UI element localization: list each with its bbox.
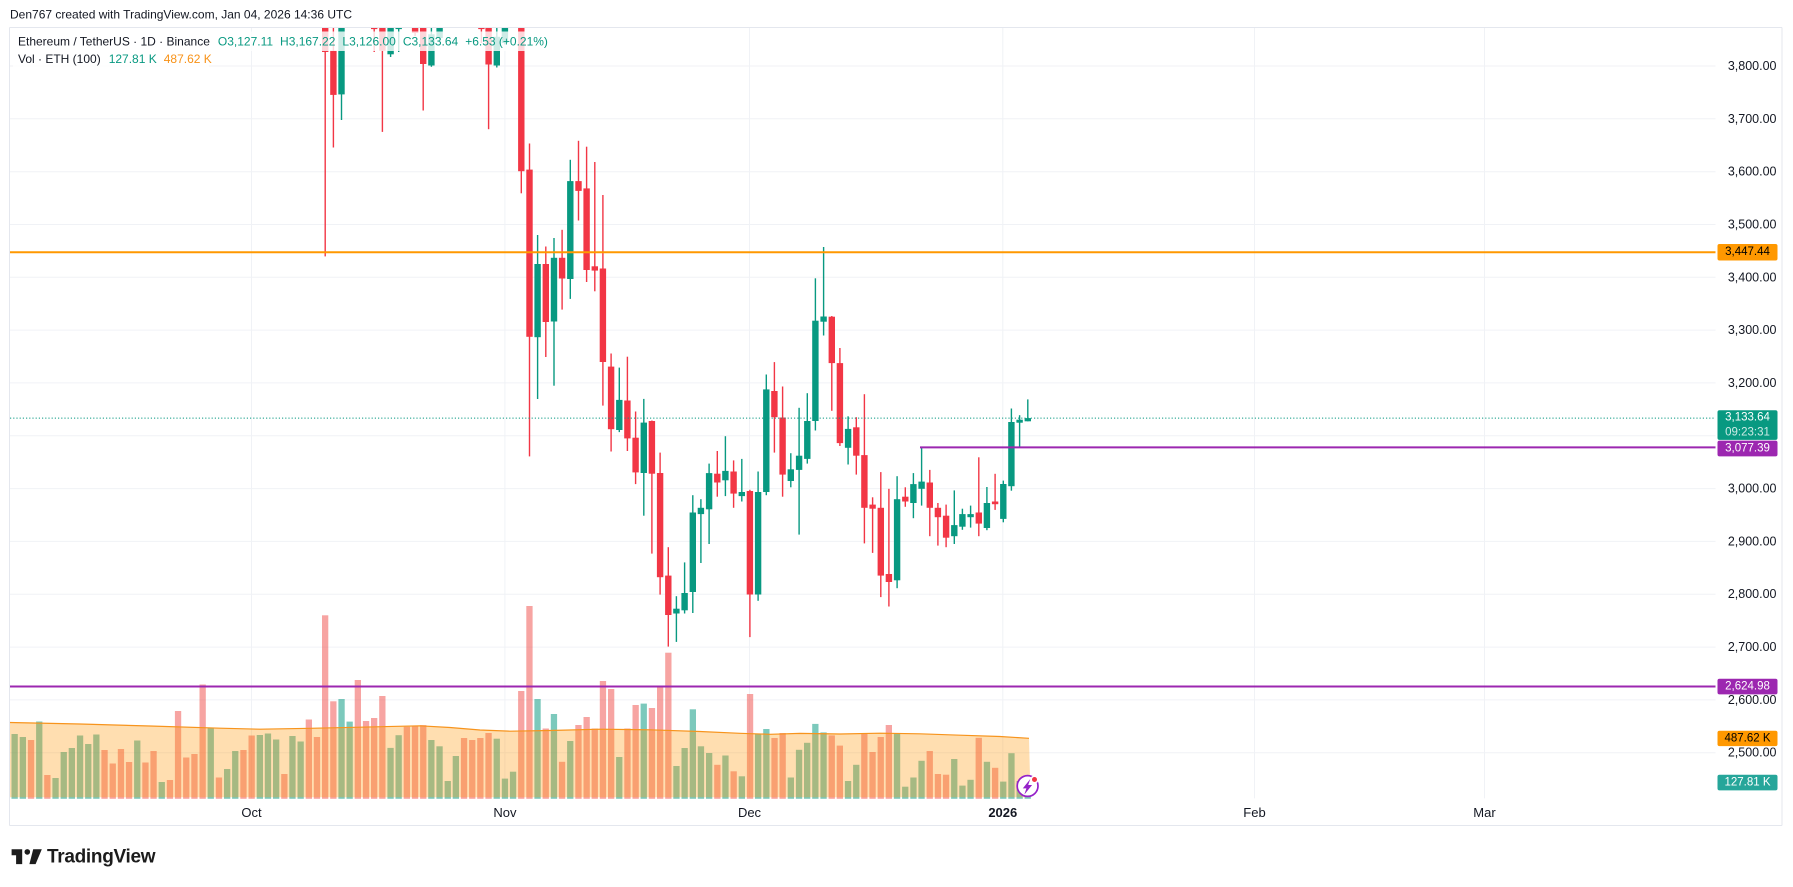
svg-text:3,300.00: 3,300.00 <box>1728 323 1777 337</box>
svg-text:TradingView: TradingView <box>47 847 156 868</box>
svg-text:127.81 K: 127.81 K <box>1724 777 1770 789</box>
svg-text:2,700.00: 2,700.00 <box>1728 640 1777 654</box>
svg-text:Oct: Oct <box>241 805 262 820</box>
svg-text:2,900.00: 2,900.00 <box>1728 534 1777 548</box>
svg-text:2,624.98: 2,624.98 <box>1725 681 1770 693</box>
svg-text:3,800.00: 3,800.00 <box>1728 59 1777 73</box>
svg-text:Den767 created with TradingVie: Den767 created with TradingView.com, Jan… <box>10 8 352 22</box>
svg-text:3,500.00: 3,500.00 <box>1728 218 1777 232</box>
svg-text:2,500.00: 2,500.00 <box>1728 746 1777 760</box>
svg-text:2,600.00: 2,600.00 <box>1728 693 1777 707</box>
svg-text:3,000.00: 3,000.00 <box>1728 482 1777 496</box>
svg-text:Feb: Feb <box>1243 805 1265 820</box>
svg-text:3,133.64: 3,133.64 <box>1725 412 1770 424</box>
svg-text:3,700.00: 3,700.00 <box>1728 112 1777 126</box>
svg-text:3,200.00: 3,200.00 <box>1728 376 1777 390</box>
svg-text:09:23:31: 09:23:31 <box>1725 427 1770 439</box>
svg-text:Nov: Nov <box>493 805 517 820</box>
svg-text:Dec: Dec <box>738 805 762 820</box>
svg-text:487.62 K: 487.62 K <box>1724 733 1770 745</box>
svg-text:3,600.00: 3,600.00 <box>1728 165 1777 179</box>
svg-text:3,447.44: 3,447.44 <box>1725 246 1770 258</box>
svg-text:3,077.39: 3,077.39 <box>1725 443 1770 455</box>
svg-text:2,800.00: 2,800.00 <box>1728 587 1777 601</box>
svg-text:Mar: Mar <box>1473 805 1496 820</box>
svg-text:3,400.00: 3,400.00 <box>1728 270 1777 284</box>
svg-text:Ethereum / TetherUS · 1D · Bin: Ethereum / TetherUS · 1D · Binance O3,127… <box>18 35 548 49</box>
svg-text:2026: 2026 <box>988 805 1017 820</box>
